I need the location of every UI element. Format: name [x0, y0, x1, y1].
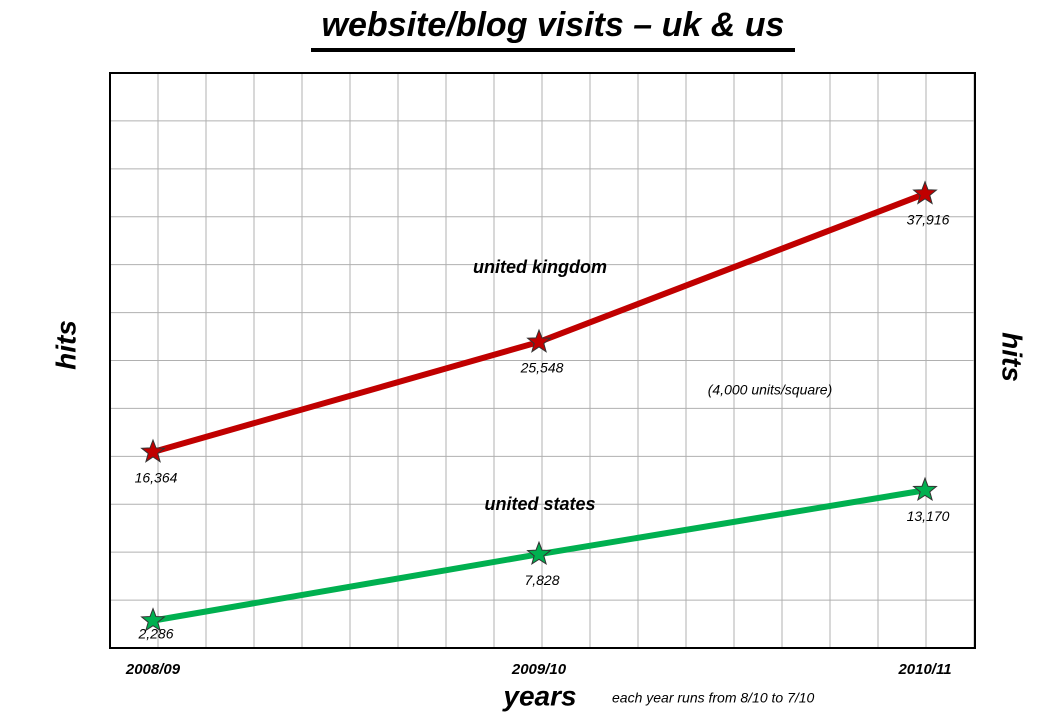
- value-label: 2,286: [137, 626, 173, 642]
- x-tick-label: 2009/10: [511, 661, 567, 678]
- point-marker: [140, 438, 166, 463]
- point-marker: [912, 180, 938, 205]
- x-tick-label: 2008/09: [125, 661, 181, 678]
- value-label: 25,548: [520, 360, 564, 376]
- point-marker: [912, 476, 938, 502]
- annotation: (4,000 units/square): [708, 382, 833, 398]
- value-label: 13,170: [907, 508, 950, 524]
- series-line: [152, 190, 927, 455]
- footnote: each year runs from 8/10 to 7/10: [612, 690, 815, 706]
- point-marker: [140, 607, 166, 632]
- point-marker: [526, 540, 552, 566]
- chart-title: website/blog visits – uk & us: [322, 6, 785, 44]
- x-axis-label: years: [501, 680, 576, 711]
- x-tick-label: 2010/11: [897, 661, 951, 678]
- value-label: 7,828: [524, 572, 559, 588]
- point-marker: [526, 328, 552, 353]
- series-name: united states: [484, 494, 595, 514]
- value-label: 37,916: [907, 212, 950, 228]
- y2-axis-label: hits: [997, 332, 1028, 382]
- y-axis-label: hits: [50, 320, 81, 370]
- series-name: united kingdom: [473, 257, 607, 277]
- plot-border: [109, 72, 976, 649]
- value-label: 16,364: [135, 470, 178, 486]
